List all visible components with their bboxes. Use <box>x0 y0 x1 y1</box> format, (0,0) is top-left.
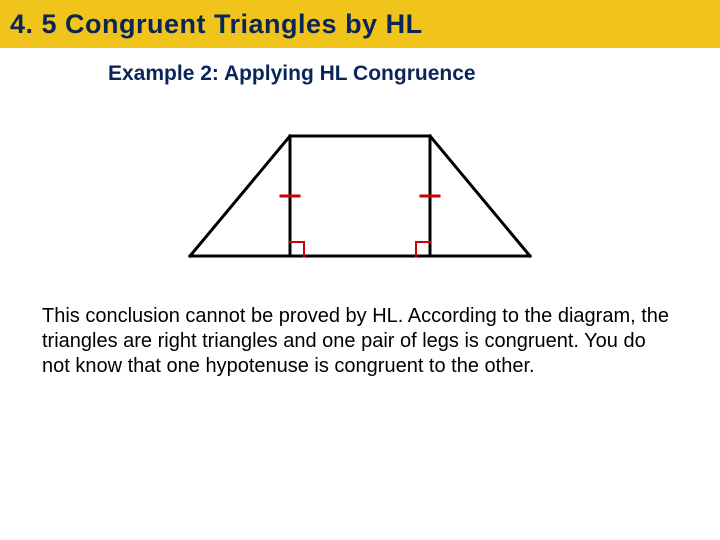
diagram-container <box>0 116 720 276</box>
slide-title: 4. 5 Congruent Triangles by HL <box>10 9 423 40</box>
slide-header: 4. 5 Congruent Triangles by HL <box>0 0 720 48</box>
example-subtitle: Example 2: Applying HL Congruence <box>108 62 720 86</box>
trapezoid-diagram <box>170 116 550 276</box>
explanation-text: This conclusion cannot be proved by HL. … <box>42 304 678 379</box>
